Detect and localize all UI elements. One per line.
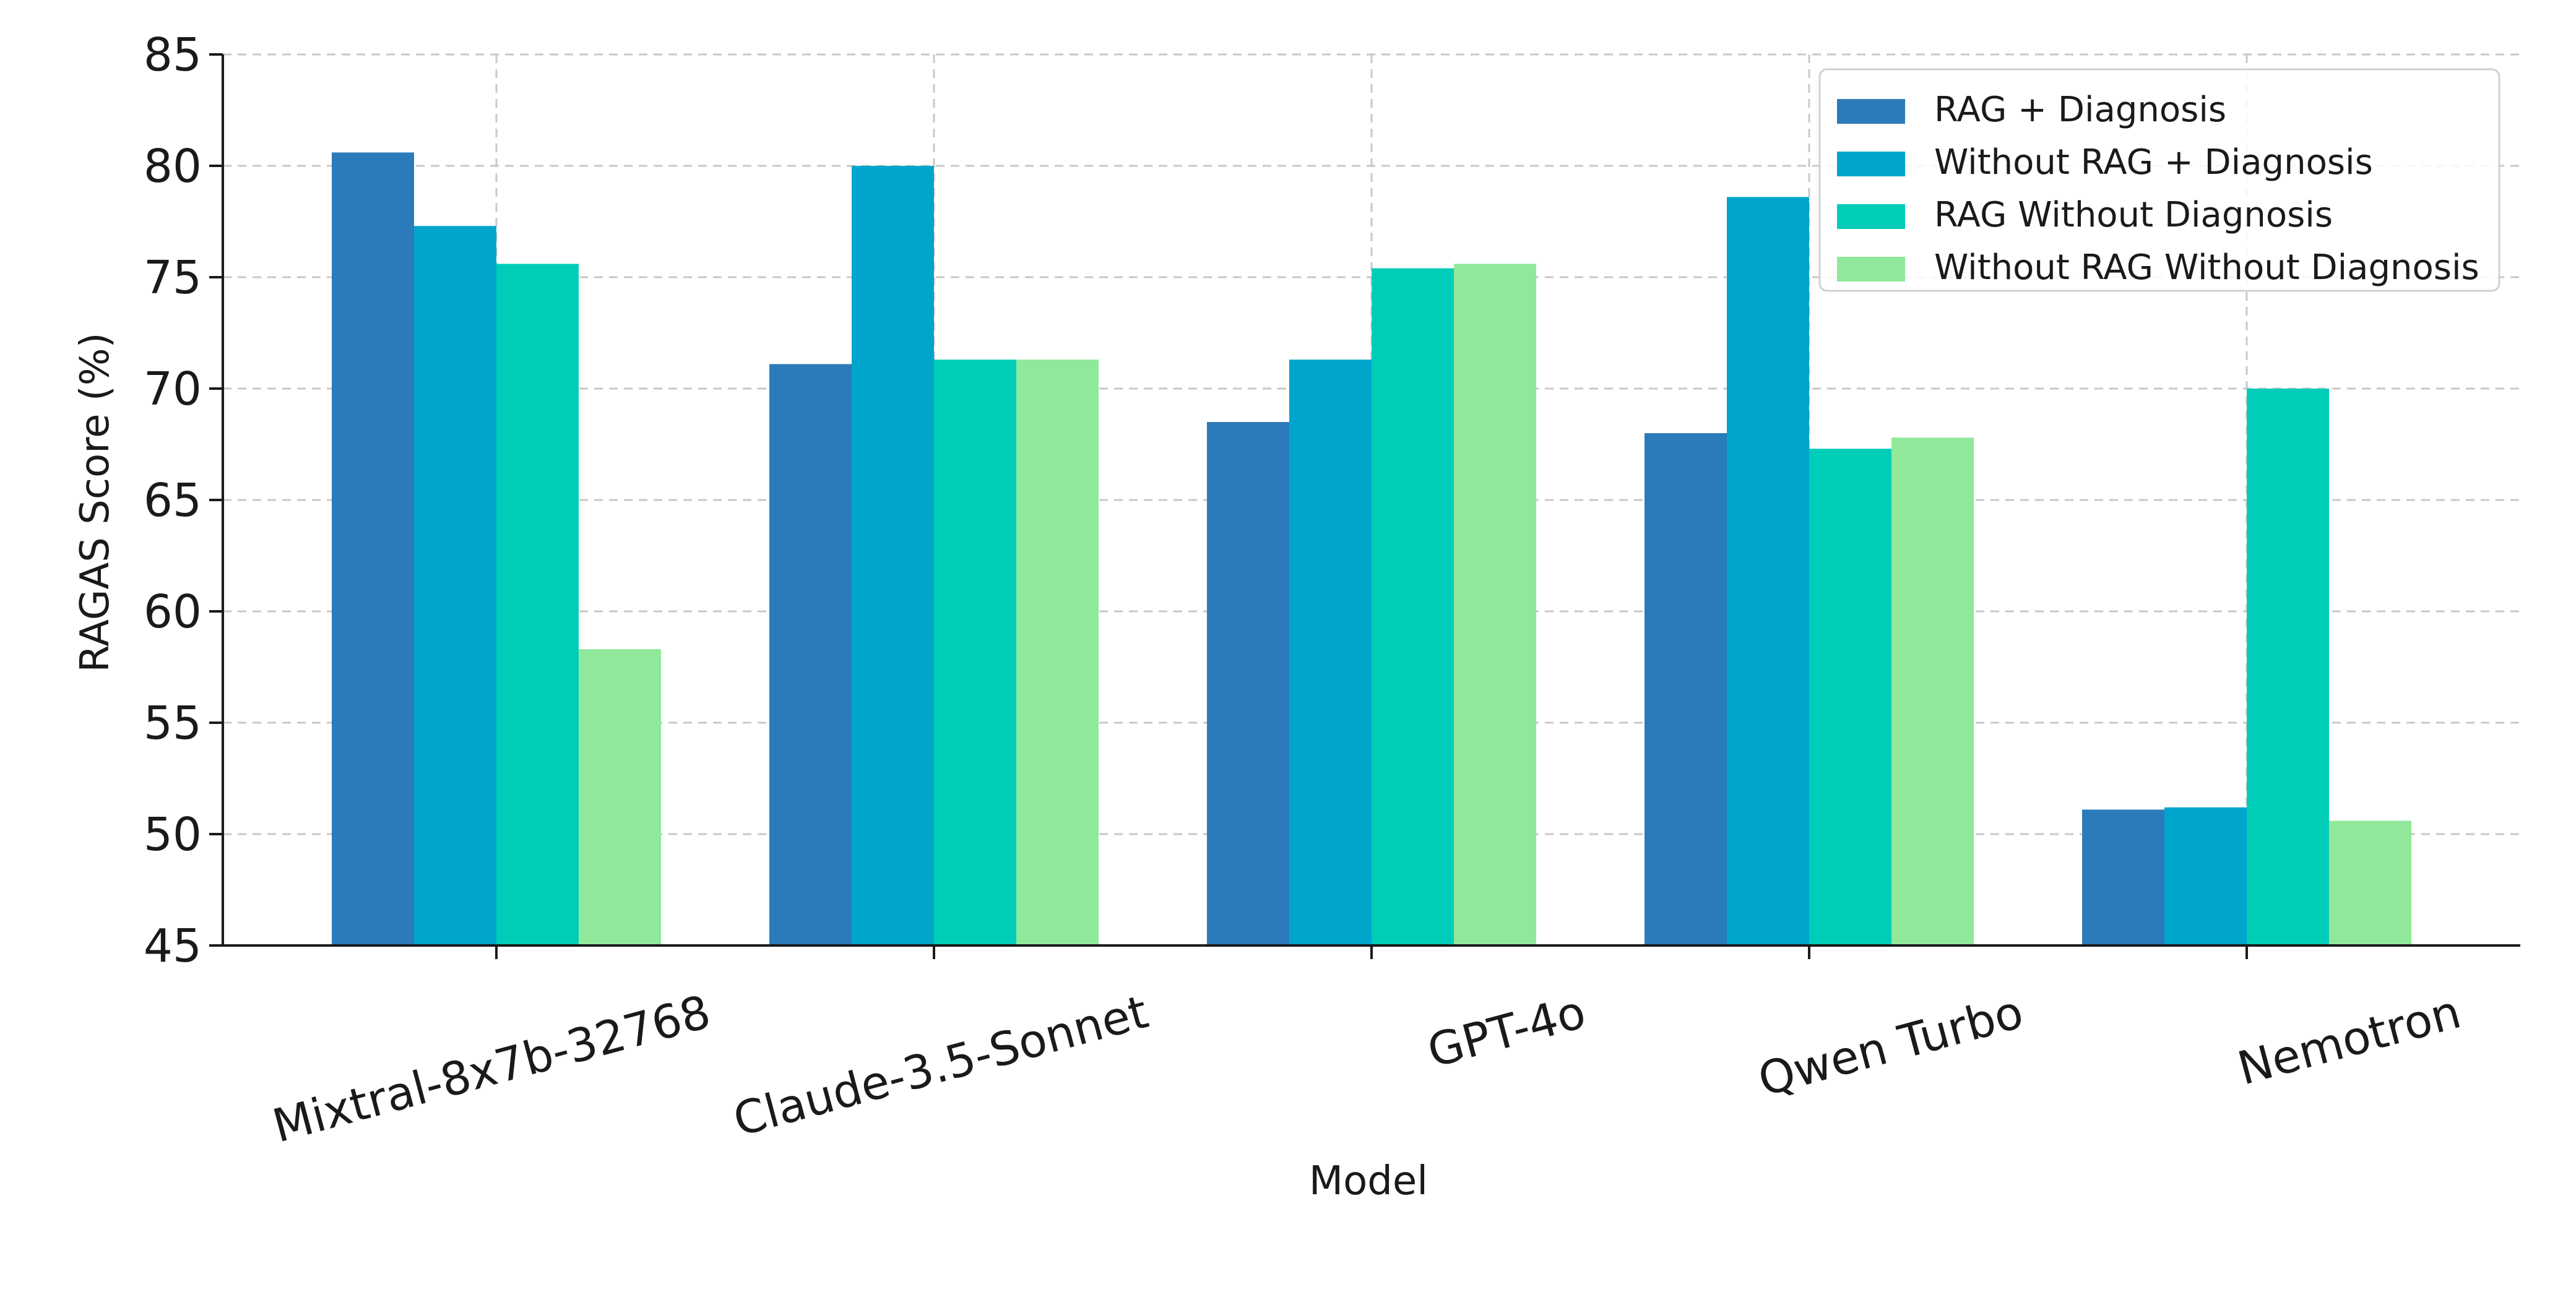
y-tick-label: 70 xyxy=(144,363,202,416)
legend-swatch xyxy=(1837,204,1905,229)
bar xyxy=(2247,389,2329,945)
y-tick-label: 45 xyxy=(144,919,202,973)
bar xyxy=(1207,422,1289,945)
axes xyxy=(209,53,2520,959)
bar xyxy=(2164,807,2247,945)
bar xyxy=(1809,449,1891,945)
bar xyxy=(1727,197,1809,945)
y-tick-label: 80 xyxy=(144,140,202,193)
legend-swatch xyxy=(1837,152,1905,176)
bar xyxy=(2329,820,2411,945)
bar xyxy=(2082,809,2164,945)
x-tick-label: Nemotron xyxy=(2232,985,2466,1095)
legend: RAG + Diagnosis Without RAG + Diagnosis RA… xyxy=(1818,68,2500,292)
bar xyxy=(414,226,496,946)
bar xyxy=(496,264,579,945)
legend-label: Without RAG + Diagnosis xyxy=(1934,142,2373,183)
y-tick-label: 60 xyxy=(144,585,202,639)
bar xyxy=(852,166,934,945)
bar xyxy=(332,152,414,945)
bar xyxy=(769,364,852,945)
x-axis-title: Model xyxy=(1309,1158,1428,1204)
bars xyxy=(332,152,2411,946)
bar xyxy=(579,649,661,945)
bar xyxy=(1016,360,1099,945)
legend-box xyxy=(1818,68,2500,292)
y-tick-label: 85 xyxy=(144,28,202,82)
legend-label: RAG Without Diagnosis xyxy=(1934,195,2333,235)
legend-label: Without RAG Without Diagnosis xyxy=(1934,248,2479,288)
bar xyxy=(934,360,1016,945)
bar xyxy=(1891,437,1974,945)
x-tick-label: Claude-3.5-Sonnet xyxy=(728,985,1153,1147)
y-tick-label: 75 xyxy=(144,251,202,304)
y-tick-label: 65 xyxy=(144,474,202,527)
bar xyxy=(1372,268,1454,946)
bar xyxy=(1289,360,1372,945)
y-axis-title: RAGAS Score (%) xyxy=(72,332,118,672)
legend-swatch xyxy=(1837,99,1905,124)
y-tick-label: 55 xyxy=(144,697,202,750)
legend-swatch xyxy=(1837,257,1905,282)
x-tick-label: GPT-4o xyxy=(1422,985,1591,1078)
bar xyxy=(1645,433,1727,945)
legend-label: RAG + Diagnosis xyxy=(1934,90,2226,130)
x-tick-label: Mixtral-8x7b-32768 xyxy=(267,985,716,1153)
y-tick-label: 50 xyxy=(144,808,202,861)
x-tick-label: Qwen Turbo xyxy=(1753,985,2029,1107)
bar xyxy=(1454,264,1536,945)
